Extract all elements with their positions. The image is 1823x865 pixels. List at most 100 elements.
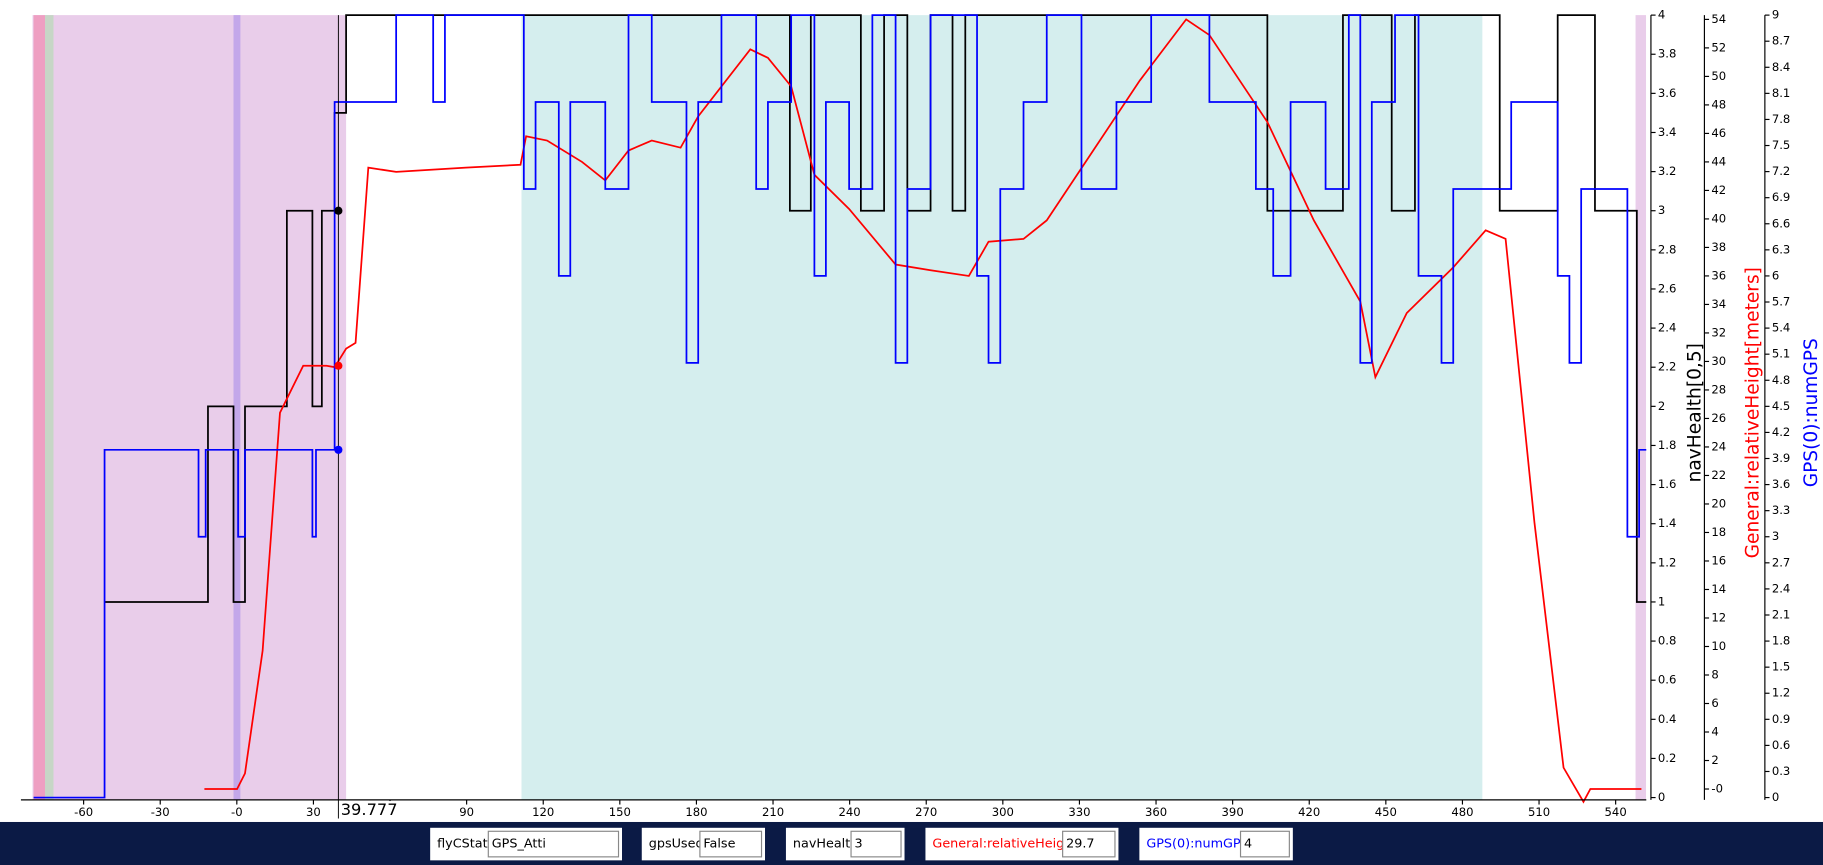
- status-value-box[interactable]: [850, 830, 902, 858]
- y-tick-label: 10: [1711, 639, 1726, 653]
- state-band: [521, 15, 1483, 800]
- series-line: [33, 14, 1647, 799]
- y-tick-label: 44: [1711, 154, 1726, 168]
- plot: [33, 14, 1647, 819]
- y-tick-label: 22: [1711, 468, 1726, 482]
- cursor-label-box: [339, 801, 403, 819]
- y-tick-label: 5.4: [1772, 321, 1790, 335]
- axis-title: navHealth[0,5]: [1685, 343, 1706, 482]
- y-tick-label: 0.3: [1772, 764, 1790, 778]
- y-tick-label: 2: [1658, 399, 1665, 413]
- y-tick-label: 7.5: [1772, 138, 1790, 152]
- status-value: False: [703, 837, 735, 852]
- y-tick-label: 32: [1711, 325, 1726, 339]
- y-tick-label: 2: [1711, 753, 1718, 767]
- x-tick-label: 480: [1451, 805, 1473, 819]
- x-tick-label: 240: [839, 805, 861, 819]
- y-tick-label: 2.4: [1658, 321, 1676, 335]
- y-tick-label: 2.4: [1772, 581, 1790, 595]
- status-value: GPS_Atti: [492, 837, 546, 852]
- y-tick-label: 1.2: [1658, 555, 1676, 569]
- y-tick-label: 6: [1772, 268, 1779, 282]
- y-tick-label: 6.6: [1772, 216, 1790, 230]
- cursor-label: 39.777: [341, 800, 398, 819]
- y-tick-label: 0.6: [1658, 673, 1676, 687]
- y-tick-label: 5.7: [1772, 295, 1790, 309]
- y-tick-label: 50: [1711, 69, 1726, 83]
- status-value: 29.7: [1066, 837, 1094, 852]
- status-value-box[interactable]: [699, 830, 763, 858]
- y-tick-label: 8.1: [1772, 86, 1790, 100]
- y-tick-label: 40: [1711, 211, 1726, 225]
- x-tick-label: 390: [1222, 805, 1244, 819]
- x-tick-label: 510: [1528, 805, 1550, 819]
- y-tick-label: 4: [1711, 725, 1718, 739]
- x-tick-label: 540: [1605, 805, 1627, 819]
- state-band: [233, 15, 241, 800]
- x-tick-label: -0: [231, 805, 243, 819]
- status-bar: [0, 821, 1823, 865]
- y-tick-label: 7.2: [1772, 164, 1790, 178]
- y-tick-label: 8.4: [1772, 60, 1790, 74]
- y-tick-label: 28: [1711, 382, 1726, 396]
- y-tick-label: 4.8: [1772, 373, 1790, 387]
- cursor-marker: [334, 206, 343, 215]
- y-tick-label: 0.9: [1772, 712, 1790, 726]
- x-tick-label: 300: [992, 805, 1014, 819]
- y-tick-label: 36: [1711, 268, 1726, 282]
- bands: [32, 15, 1647, 800]
- state-band: [32, 15, 347, 800]
- y-tick-label: 42: [1711, 183, 1726, 197]
- y-tick-label: 2.7: [1772, 555, 1790, 569]
- x-tick-label: 270: [915, 805, 937, 819]
- y-tick-label: 52: [1711, 40, 1726, 54]
- y-tick-label: 24: [1711, 439, 1726, 453]
- x-tick-label: 210: [762, 805, 784, 819]
- status-value-box[interactable]: [1239, 830, 1290, 858]
- status-value-box[interactable]: [1062, 830, 1116, 858]
- y-tick-label: 1: [1658, 594, 1665, 608]
- y-tick-label: 9: [1772, 8, 1779, 22]
- y-tick-label: 0.4: [1658, 712, 1676, 726]
- y-tick-label: 38: [1711, 240, 1726, 254]
- x-tick-label: 360: [1145, 805, 1167, 819]
- series-line: [204, 18, 1642, 804]
- y-tick-label: 26: [1711, 411, 1726, 425]
- x-tick-label: -60: [74, 805, 93, 819]
- y-tick-label: -0: [1711, 782, 1723, 796]
- y-tick-label: 0.6: [1772, 738, 1790, 752]
- y-tick-label: 0: [1772, 790, 1779, 804]
- cursor-marker: [334, 445, 343, 454]
- y-tick-label: 8.7: [1772, 34, 1790, 48]
- x-tick-label: -30: [151, 805, 170, 819]
- status-label: GPS(0):numGPS: [1146, 837, 1248, 852]
- x-tick-label: 30: [306, 805, 321, 819]
- y-tick-label: 3.6: [1658, 86, 1676, 100]
- state-band: [45, 15, 54, 800]
- y-tick-label: 4: [1658, 8, 1665, 22]
- y-tick-label: 6: [1711, 696, 1718, 710]
- y-tick-label: 1.8: [1772, 634, 1790, 648]
- axes: -60-30-030609012015018021024027030033036…: [20, 8, 1822, 819]
- y-tick-label: 3.4: [1658, 125, 1676, 139]
- y-tick-label: 8: [1711, 667, 1718, 681]
- axis-title: GPS(0):numGPS: [1801, 338, 1822, 487]
- y-tick-label: 2.2: [1658, 360, 1676, 374]
- y-tick-label: 18: [1711, 525, 1726, 539]
- y-tick-label: 46: [1711, 126, 1726, 140]
- y-tick-label: 30: [1711, 354, 1726, 368]
- y-tick-label: 1.8: [1658, 438, 1676, 452]
- status-label: navHealth: [793, 837, 858, 852]
- y-tick-label: 6.9: [1772, 190, 1790, 204]
- y-tick-label: 1.2: [1772, 686, 1790, 700]
- y-tick-label: 20: [1711, 496, 1726, 510]
- y-tick-label: 54: [1711, 12, 1726, 26]
- y-tick-label: 1.4: [1658, 516, 1676, 530]
- y-tick-label: 6.3: [1772, 242, 1790, 256]
- y-tick-label: 0.8: [1658, 634, 1676, 648]
- status-value-box[interactable]: [487, 830, 620, 858]
- x-tick-label: 120: [532, 805, 554, 819]
